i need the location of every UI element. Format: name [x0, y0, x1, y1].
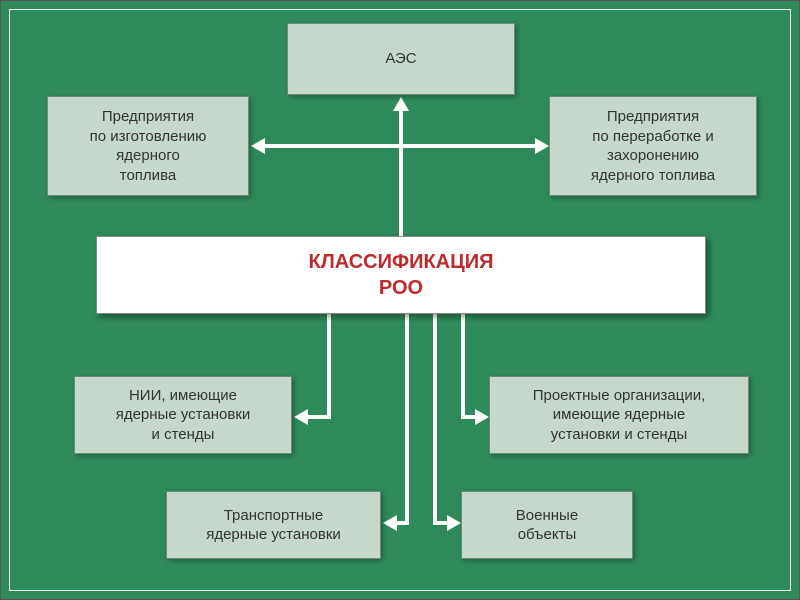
node-top-left: Предприятияпо изготовлениюядерноготоплив… [47, 96, 249, 196]
arrow-right-icon [535, 138, 549, 154]
node-top: АЭС [287, 23, 515, 95]
arrow-right-icon [447, 515, 461, 531]
center-title-line2: РОО [309, 275, 494, 301]
node-mid-right: Проектные организации,имеющие ядерныеуст… [489, 376, 749, 454]
center-node: КЛАССИФИКАЦИЯ РОО [96, 236, 706, 314]
arrow-line [263, 144, 537, 148]
arrow-line [405, 314, 409, 525]
node-label: Военныеобъекты [516, 506, 578, 545]
diagram-canvas: КЛАССИФИКАЦИЯ РОО АЭС Предприятияпо изго… [0, 0, 800, 600]
arrow-line [433, 521, 447, 525]
node-bot-left: Транспортныеядерные установки [166, 491, 381, 559]
node-label: Предприятияпо переработке изахоронениюяд… [591, 107, 715, 185]
arrow-line [327, 314, 331, 419]
arrow-left-icon [251, 138, 265, 154]
arrow-line [461, 314, 465, 419]
arrow-right-icon [475, 409, 489, 425]
arrow-left-icon [294, 409, 308, 425]
arrow-line [461, 415, 475, 419]
node-label: Проектные организации,имеющие ядерныеуст… [533, 386, 706, 445]
node-label: НИИ, имеющиеядерные установкии стенды [116, 386, 251, 445]
node-top-right: Предприятияпо переработке изахоронениюяд… [549, 96, 757, 196]
node-label: АЭС [385, 49, 416, 69]
arrow-line [399, 109, 403, 236]
arrow-left-icon [383, 515, 397, 531]
center-title-line1: КЛАССИФИКАЦИЯ [309, 249, 494, 275]
node-mid-left: НИИ, имеющиеядерные установкии стенды [74, 376, 292, 454]
arrow-line [433, 314, 437, 525]
node-label: Транспортныеядерные установки [206, 506, 341, 545]
arrow-line [395, 521, 409, 525]
arrow-line [306, 415, 331, 419]
arrow-up-icon [393, 97, 409, 111]
node-bot-right: Военныеобъекты [461, 491, 633, 559]
node-label: Предприятияпо изготовлениюядерноготоплив… [90, 107, 207, 185]
